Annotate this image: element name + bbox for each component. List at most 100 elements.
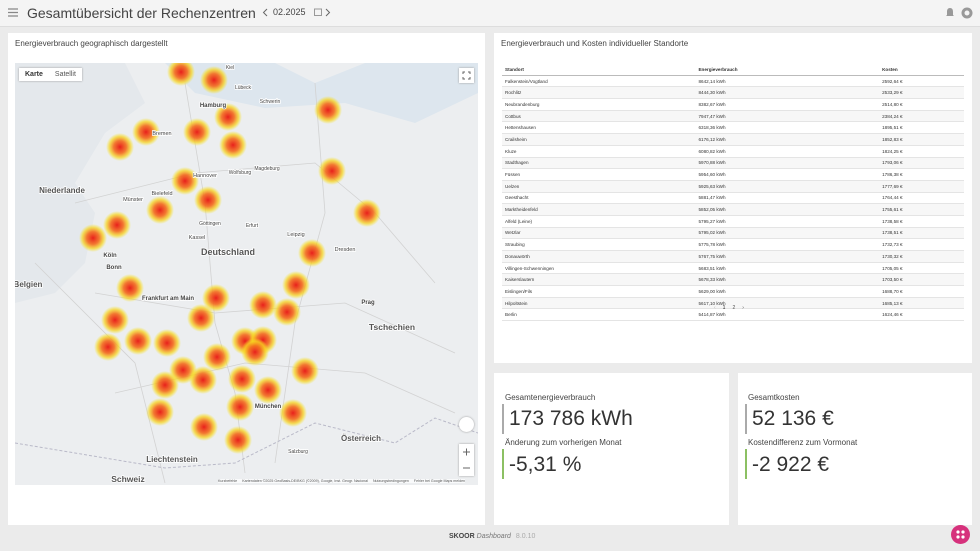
table-cell: 6176,12 kWh [695, 133, 880, 146]
heat-spot [314, 96, 342, 124]
header: Gesamtübersicht der Rechenzentren ··· 02… [0, 0, 980, 27]
table-row: Marktheidenfeld 5852,05 kWh 1755,61 € [502, 203, 964, 216]
page-next[interactable]: › [742, 305, 744, 311]
map-label: München [255, 404, 282, 410]
table-cell: Stadthagen [502, 157, 696, 170]
map-type-button[interactable]: Karte [25, 71, 43, 78]
table-cell: 1685,13 € [879, 297, 964, 310]
table-row: Kaiserslautern 5678,33 kWh 1703,50 € [502, 273, 964, 287]
table-cell: Falkenstein/Vogtland [502, 75, 696, 88]
map-label: Liechtenstein [146, 455, 198, 464]
bell-icon[interactable] [944, 7, 956, 19]
table-cell: 6318,36 kWh [695, 121, 880, 135]
table-cell: Wetzlar [502, 227, 696, 240]
table-cell: Rochlitz [502, 86, 696, 100]
table-cell: 1755,61 € [879, 203, 964, 216]
attribution-text[interactable]: Fehler bei Google Maps melden [413, 479, 466, 483]
table-cell: Hettenshausen [502, 121, 696, 135]
table-cell: 8444,30 kWh [695, 86, 880, 100]
attribution-text[interactable]: Nutzungsbedingungen [372, 479, 409, 483]
fullscreen-button[interactable] [459, 68, 474, 83]
map-label: Prag [361, 300, 375, 306]
map-type-button[interactable]: Satellit [54, 71, 76, 78]
table-cell: 1703,50 € [879, 273, 964, 287]
map-label: Münster [123, 197, 143, 203]
table-cell: Geesthacht [502, 192, 696, 205]
prev-period[interactable] [262, 8, 268, 17]
attribution-text[interactable]: Kurzbefehle [218, 479, 238, 483]
table-cell: Kluze [502, 145, 696, 158]
map-label: Wolfsburg [229, 170, 252, 176]
map-label: Bremen [152, 131, 171, 137]
table-cell: 1705,05 € [879, 262, 964, 275]
period[interactable]: 02.2025 [273, 7, 306, 17]
table-cell: 5678,33 kWh [695, 273, 880, 287]
apps-button[interactable] [951, 525, 970, 544]
heat-spot [249, 291, 277, 319]
heat-spot [353, 199, 381, 227]
heat-spot [151, 371, 179, 399]
page-prev[interactable]: ‹ [714, 305, 716, 311]
table-cell: Eislingen/Fils [502, 285, 696, 298]
heat-spot [146, 398, 174, 426]
heat-spot [167, 63, 195, 86]
map-label: Kiel [226, 65, 234, 71]
heat-spot [282, 271, 310, 299]
table-cell: 8382,67 kWh [695, 98, 880, 111]
heat-spot [103, 211, 131, 239]
menu-icon[interactable] [8, 8, 18, 17]
map[interactable]: Niederlande Belgien Deutschland Tschechien Ö… [15, 63, 478, 485]
separator: ··· [243, 6, 253, 17]
table-cell: 1732,73 € [879, 238, 964, 251]
page-link[interactable]: 2 [732, 305, 736, 311]
next-period[interactable] [325, 8, 331, 17]
map-label: Lübeck [235, 85, 252, 91]
table-cell: 1786,38 € [879, 168, 964, 181]
table-cell: Neubrandenburg [502, 98, 696, 111]
table-cell: 5795,27 kWh [695, 215, 880, 228]
user-icon[interactable] [961, 7, 973, 19]
kpi-change-label: Änderung zum vorherigen Monat [505, 438, 622, 447]
table-cell: 1852,83 € [879, 133, 964, 146]
kpi-title: Gesamtenergieverbrauch [505, 393, 596, 402]
table-cell: 1738,51 € [879, 227, 964, 240]
map-label: Hannover [193, 173, 217, 179]
calendar-icon[interactable] [314, 8, 322, 16]
map-label: Bielefeld [151, 191, 172, 197]
map-label: Hamburg [200, 103, 227, 109]
map-label: Salzburg [288, 449, 308, 455]
kpi-change-label: Kostendifferenz zum Vormonat [748, 438, 858, 447]
kpi-change-value: -5,31 % [509, 453, 582, 476]
table-cell: 1738,58 € [879, 215, 964, 228]
table-row: Hettenshausen 6318,36 kWh 1895,51 € [502, 121, 964, 135]
product: Dashboard [476, 533, 511, 540]
table-row: Kluze 6080,82 kWh 1824,25 € [502, 145, 964, 158]
table-row: Cottbus 7947,47 kWh 2384,24 € [502, 110, 964, 123]
heat-spot [101, 306, 129, 334]
table-cell: 5617,10 kWh [695, 297, 880, 310]
heat-spot [298, 239, 326, 267]
table-cell: 5925,63 kWh [695, 180, 880, 193]
map-attribution: Kurzbefehle Kartendaten ©2025 GeoBasis-DE… [218, 479, 466, 483]
table-row: Donauwörth 5767,75 kWh 1730,32 € [502, 250, 964, 263]
table-row: Füssen 5954,60 kWh 1786,38 € [502, 168, 964, 181]
table-header: Standort Energieverbrauch Kosten [502, 64, 964, 76]
table-cell: Uelzen [502, 180, 696, 193]
heat-spot [194, 186, 222, 214]
kpi-cost-panel: Gesamtkosten 52 136 € Kostendifferenz zu… [738, 373, 972, 525]
zoom-control[interactable] [459, 444, 474, 476]
table-cell: Straubing [502, 238, 696, 251]
page-link[interactable]: 1 [722, 305, 726, 311]
table-cell: Hilpoltstein [502, 297, 696, 310]
location-table: Standort Energieverbrauch Kosten Falkenstei… [502, 64, 964, 322]
table-cell: 1777,69 € [879, 180, 964, 193]
heat-spot [79, 224, 107, 252]
table-cell: 5954,60 kWh [695, 168, 880, 181]
map-label: Leipzig [287, 232, 304, 238]
table-cell: 1824,25 € [879, 145, 964, 158]
heat-spot [224, 426, 252, 454]
pegman-button[interactable] [459, 417, 474, 432]
kpi-value: 52 136 € [752, 407, 834, 430]
version: 8.0.10 [515, 533, 536, 540]
heat-spot [189, 366, 217, 394]
